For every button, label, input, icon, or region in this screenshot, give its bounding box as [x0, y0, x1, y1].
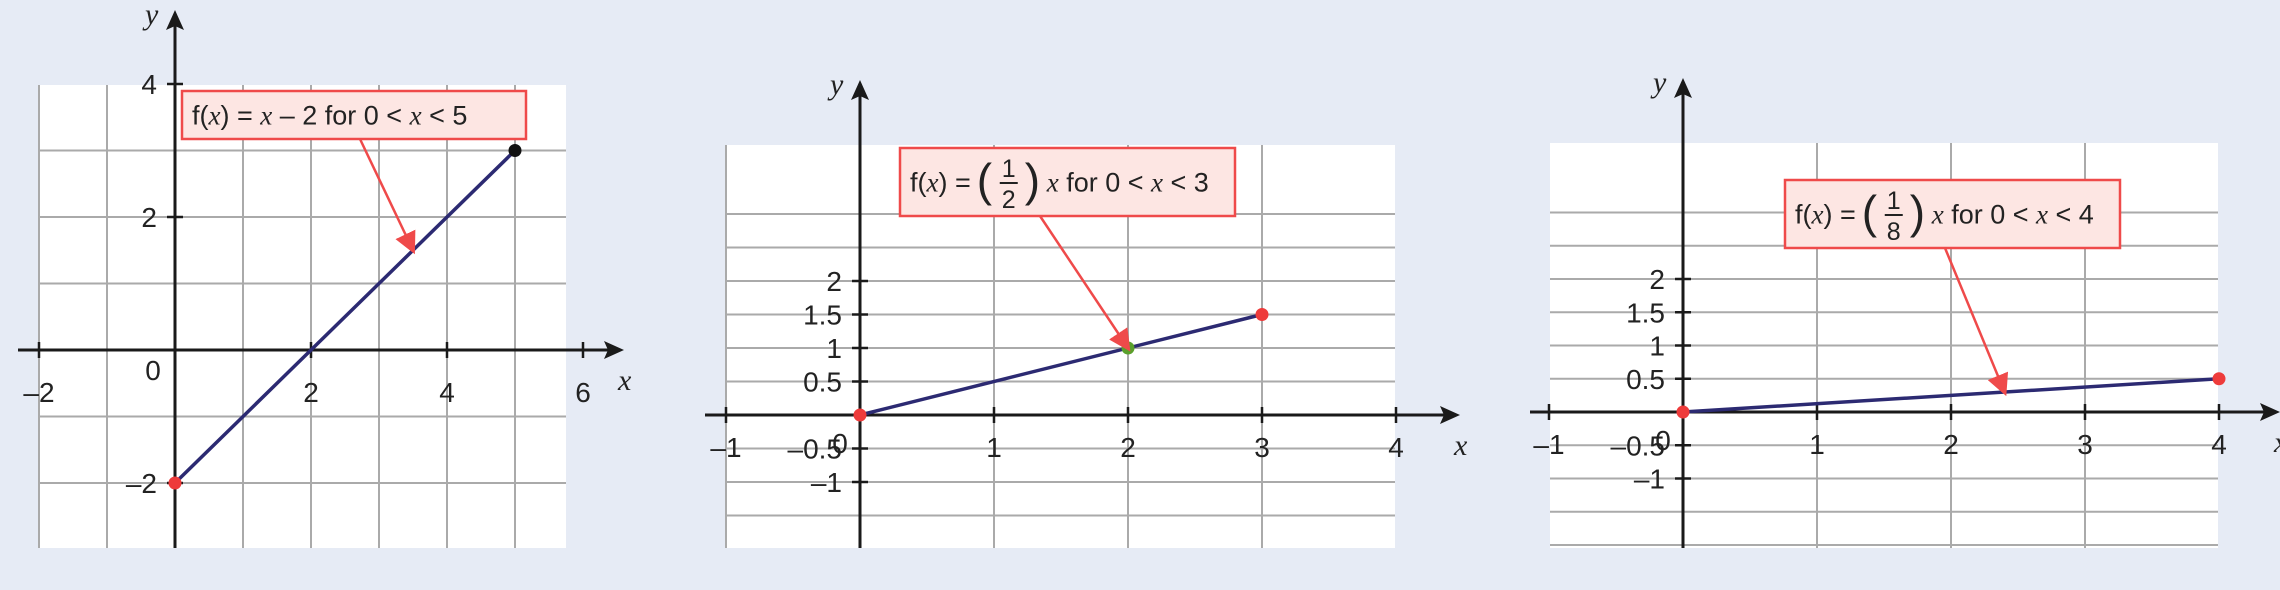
- annotation-box: [180, 89, 528, 141]
- annotation-box: [1783, 178, 2122, 250]
- y-axis-arrowhead: [1674, 78, 1692, 98]
- annotation-text-part: for 0 <: [1944, 199, 2036, 229]
- annotation-arrow: [358, 138, 416, 255]
- annotation-text-part: f(: [1795, 199, 1812, 229]
- y-axis-label: y: [1650, 66, 1667, 99]
- annotation-text: x for 0 < x < 4: [1931, 199, 2094, 229]
- paren-right: ): [1910, 186, 1925, 238]
- paren-left: (: [1862, 186, 1878, 238]
- annotation-text: f(x) =: [1795, 199, 1856, 229]
- function-line: [1682, 377, 2220, 414]
- paren-right: ): [1025, 154, 1040, 206]
- annotation-text: x for 0 < x < 3: [1046, 167, 1209, 197]
- plot-area: [38, 85, 566, 548]
- y-tick-label: –0.5: [1611, 430, 1666, 461]
- annotation-text-part: x: [926, 167, 939, 197]
- x-axis-arrowhead: [1440, 406, 1460, 424]
- fraction-denominator: 8: [1887, 218, 1901, 246]
- annotation-text-part: < 4: [2048, 199, 2094, 229]
- annotation-text-part: – 2 for 0 <: [272, 100, 409, 130]
- x-tick-label: 3: [1254, 432, 1270, 463]
- endpoint-marker: [2212, 372, 2226, 386]
- x-axis-label: x: [617, 364, 632, 397]
- annotation-text-part: x: [1150, 167, 1163, 197]
- y-tick-label: 1: [826, 333, 842, 364]
- y-tick-label: –1: [1634, 464, 1665, 495]
- y-tick-label: 4: [141, 69, 157, 100]
- annotation-text-part: f(: [910, 167, 927, 197]
- y-tick-label: 0.5: [1626, 364, 1665, 395]
- annotation-text: f(x) =: [910, 167, 971, 197]
- y-tick-label: 0.5: [803, 367, 842, 398]
- fraction-numerator: 1: [1002, 155, 1016, 183]
- y-tick-label: 1.5: [803, 300, 842, 331]
- x-tick-label: 6: [575, 377, 591, 408]
- function-line: [173, 149, 517, 485]
- x-tick-label: –2: [23, 377, 54, 408]
- function-line: [859, 312, 1263, 417]
- x-tick-label: 3: [2077, 429, 2093, 460]
- annotation-text-part: ) =: [220, 100, 260, 130]
- y-tick-label: 1: [1649, 331, 1665, 362]
- x-axis-label: x: [1453, 429, 1468, 462]
- x-tick-label: 4: [2211, 429, 2227, 460]
- y-tick-label: 1.5: [1626, 297, 1665, 328]
- annotation-text-part: < 5: [422, 100, 468, 130]
- x-tick-label: 2: [303, 377, 319, 408]
- annotation-text-part: ) =: [938, 167, 970, 197]
- x-tick-label: 2: [1120, 432, 1136, 463]
- graph-panel-2: –1 1 2 3 4–1–0.50.511.520 xyf(x) = (12) x for …: [705, 68, 1468, 548]
- origin-label: 0: [832, 428, 848, 459]
- annotation-arrow: [1943, 247, 2009, 397]
- y-tick-label: –1: [811, 467, 842, 498]
- endpoint-marker: [853, 408, 867, 422]
- y-axis-arrowhead: [166, 10, 184, 30]
- origin-label: 0: [1655, 425, 1671, 456]
- endpoint-marker: [168, 476, 182, 490]
- y-axis-arrowhead: [851, 80, 869, 100]
- annotation-arrow: [1038, 215, 1131, 352]
- y-tick-label: 2: [141, 202, 157, 233]
- annotation-box: [898, 146, 1237, 218]
- annotation-text-part: x: [2035, 199, 2048, 229]
- annotation-text-part: f(: [192, 100, 209, 130]
- annotation-text-part: x: [259, 100, 272, 130]
- x-axis-arrowhead: [2260, 403, 2280, 421]
- paren-left: (: [977, 154, 993, 206]
- x-tick-label: –1: [710, 432, 741, 463]
- annotation-text-part: x: [1931, 199, 1944, 229]
- annotation-text-part: x: [409, 100, 422, 130]
- y-tick-label: 2: [1649, 264, 1665, 295]
- y-tick-label: 2: [826, 266, 842, 297]
- x-tick-label: 1: [1809, 429, 1825, 460]
- x-tick-label: –1: [1533, 429, 1564, 460]
- annotation-text: f(x) = x – 2 for 0 < x < 5: [192, 100, 467, 130]
- endpoint-marker: [508, 144, 522, 157]
- y-axis-label: y: [142, 0, 159, 31]
- fraction-numerator: 1: [1887, 187, 1901, 215]
- x-axis-label: x: [2273, 426, 2280, 459]
- annotation-text-part: ) =: [1823, 199, 1855, 229]
- y-axis-label: y: [827, 68, 844, 101]
- annotation-text-part: for 0 <: [1059, 167, 1151, 197]
- fraction-denominator: 2: [1002, 186, 1016, 214]
- x-tick-label: 4: [439, 377, 455, 408]
- annotation-text-part: x: [208, 100, 221, 130]
- y-tick-label: –0.5: [788, 434, 843, 465]
- x-tick-label: 1: [986, 432, 1002, 463]
- annotation-text-part: x: [1046, 167, 1059, 197]
- annotation-text-part: x: [1811, 199, 1824, 229]
- y-tick-label: –2: [126, 468, 157, 499]
- annotation-text-part: < 3: [1163, 167, 1209, 197]
- x-tick-label: 4: [1388, 432, 1404, 463]
- x-axis-arrowhead: [604, 341, 624, 359]
- x-tick-label: 2: [1943, 429, 1959, 460]
- endpoint-marker: [1676, 405, 1690, 419]
- endpoint-marker: [1255, 308, 1269, 321]
- origin-label: 0: [145, 355, 161, 386]
